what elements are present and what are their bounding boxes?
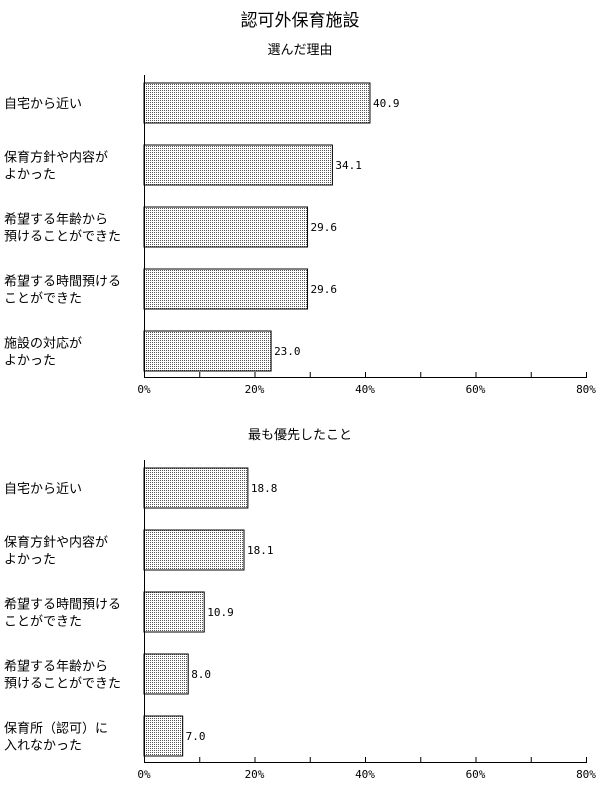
value-label: 18.1	[247, 544, 274, 557]
value-label: 23.0	[274, 345, 301, 358]
category-label: よかった	[4, 354, 56, 369]
category-label: 施設の対応が	[4, 336, 82, 352]
bar	[143, 82, 371, 124]
chart-title: 選んだ理由	[267, 43, 332, 58]
x-tick-label: 20%	[245, 768, 265, 781]
page-title: 認可外保育施設	[240, 11, 360, 31]
value-label: 34.1	[335, 159, 362, 172]
category-label: 自宅から近い	[4, 97, 82, 112]
bar	[143, 529, 245, 571]
bar	[143, 144, 333, 186]
x-tick-label: 40%	[355, 383, 375, 396]
x-tick-label: 0%	[137, 383, 151, 396]
value-label: 40.9	[373, 97, 400, 110]
value-label: 18.8	[251, 482, 278, 495]
value-label: 7.0	[186, 730, 206, 743]
category-label: 預けることができた	[4, 677, 121, 692]
chart-title: 最も優先したこと	[248, 428, 352, 443]
category-label: よかった	[4, 168, 56, 183]
category-label: 希望する年齢から	[4, 212, 108, 228]
bar	[143, 206, 309, 248]
bar	[143, 715, 184, 757]
value-label: 8.0	[191, 668, 211, 681]
bar	[143, 591, 205, 633]
bar	[143, 653, 189, 695]
x-tick-label: 80%	[576, 768, 596, 781]
category-label: 希望する時間預ける	[4, 597, 121, 613]
category-label: 保育方針や内容が	[4, 535, 108, 551]
x-tick-label: 0%	[137, 768, 151, 781]
bar	[143, 467, 249, 509]
bar	[143, 330, 272, 372]
x-tick-label: 20%	[245, 383, 265, 396]
category-label: 入れなかった	[4, 739, 82, 754]
category-label: ことができた	[4, 615, 82, 630]
category-label: よかった	[4, 553, 56, 568]
value-label: 29.6	[311, 221, 338, 234]
value-label: 10.9	[207, 606, 234, 619]
x-tick-label: 60%	[466, 383, 486, 396]
category-label: ことができた	[4, 292, 82, 307]
value-label: 29.6	[311, 283, 338, 296]
bar	[143, 268, 309, 310]
category-label: 希望する年齢から	[4, 659, 108, 675]
category-label: 保育所（認可）に	[4, 721, 108, 737]
x-tick-label: 80%	[576, 383, 596, 396]
x-tick-label: 40%	[355, 768, 375, 781]
category-label: 保育方針や内容が	[4, 150, 108, 166]
category-label: 希望する時間預ける	[4, 274, 121, 290]
x-tick-label: 60%	[466, 768, 486, 781]
category-label: 預けることができた	[4, 230, 121, 245]
category-label: 自宅から近い	[4, 482, 82, 497]
